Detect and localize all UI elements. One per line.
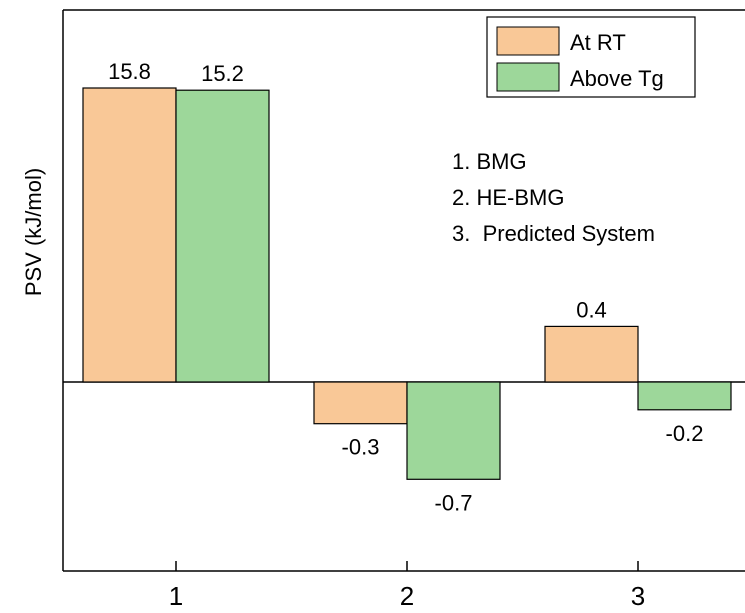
x-tick-label-2: 2 (400, 581, 414, 611)
data-label-at-rt-2: -0.3 (342, 435, 380, 460)
x-tick-label-3: 3 (631, 581, 645, 611)
bar-at-rt-1 (82, 87, 177, 383)
bar-above-tg-3 (637, 381, 732, 411)
y-axis-title: PSV (kJ/mol) (21, 168, 46, 296)
annotation-item-2: 2. HE-BMG (452, 185, 564, 210)
bar-at-rt-3 (544, 325, 639, 383)
annotation-item-1: 1. BMG (452, 149, 527, 174)
bars-layer (82, 87, 732, 480)
data-label-above-tg-3: -0.2 (666, 421, 704, 446)
legend-label-above-tg: Above Tg (570, 66, 664, 91)
data-labels-layer: 15.8 -0.3 0.4 15.2 -0.7 -0.2 (108, 59, 703, 515)
data-label-at-rt-1: 15.8 (108, 59, 151, 84)
bar-at-rt-2 (313, 381, 408, 425)
data-label-at-rt-3: 0.4 (576, 297, 607, 322)
annotation-item-3: 3. Predicted System (452, 221, 655, 246)
legend: At RT Above Tg (486, 16, 696, 98)
x-tick-label-1: 1 (169, 581, 183, 611)
data-label-above-tg-2: -0.7 (435, 490, 473, 515)
legend-swatch-above-tg (496, 62, 560, 92)
annotation-list: 1. BMG 2. HE-BMG 3. Predicted System (452, 149, 655, 246)
bar-above-tg-1 (175, 89, 270, 383)
x-ticks-layer: 1 2 3 (169, 561, 645, 611)
bar-above-tg-2 (406, 381, 501, 480)
legend-swatch-at-rt (496, 26, 560, 56)
data-label-above-tg-1: 15.2 (201, 61, 244, 86)
legend-label-at-rt: At RT (570, 30, 626, 55)
